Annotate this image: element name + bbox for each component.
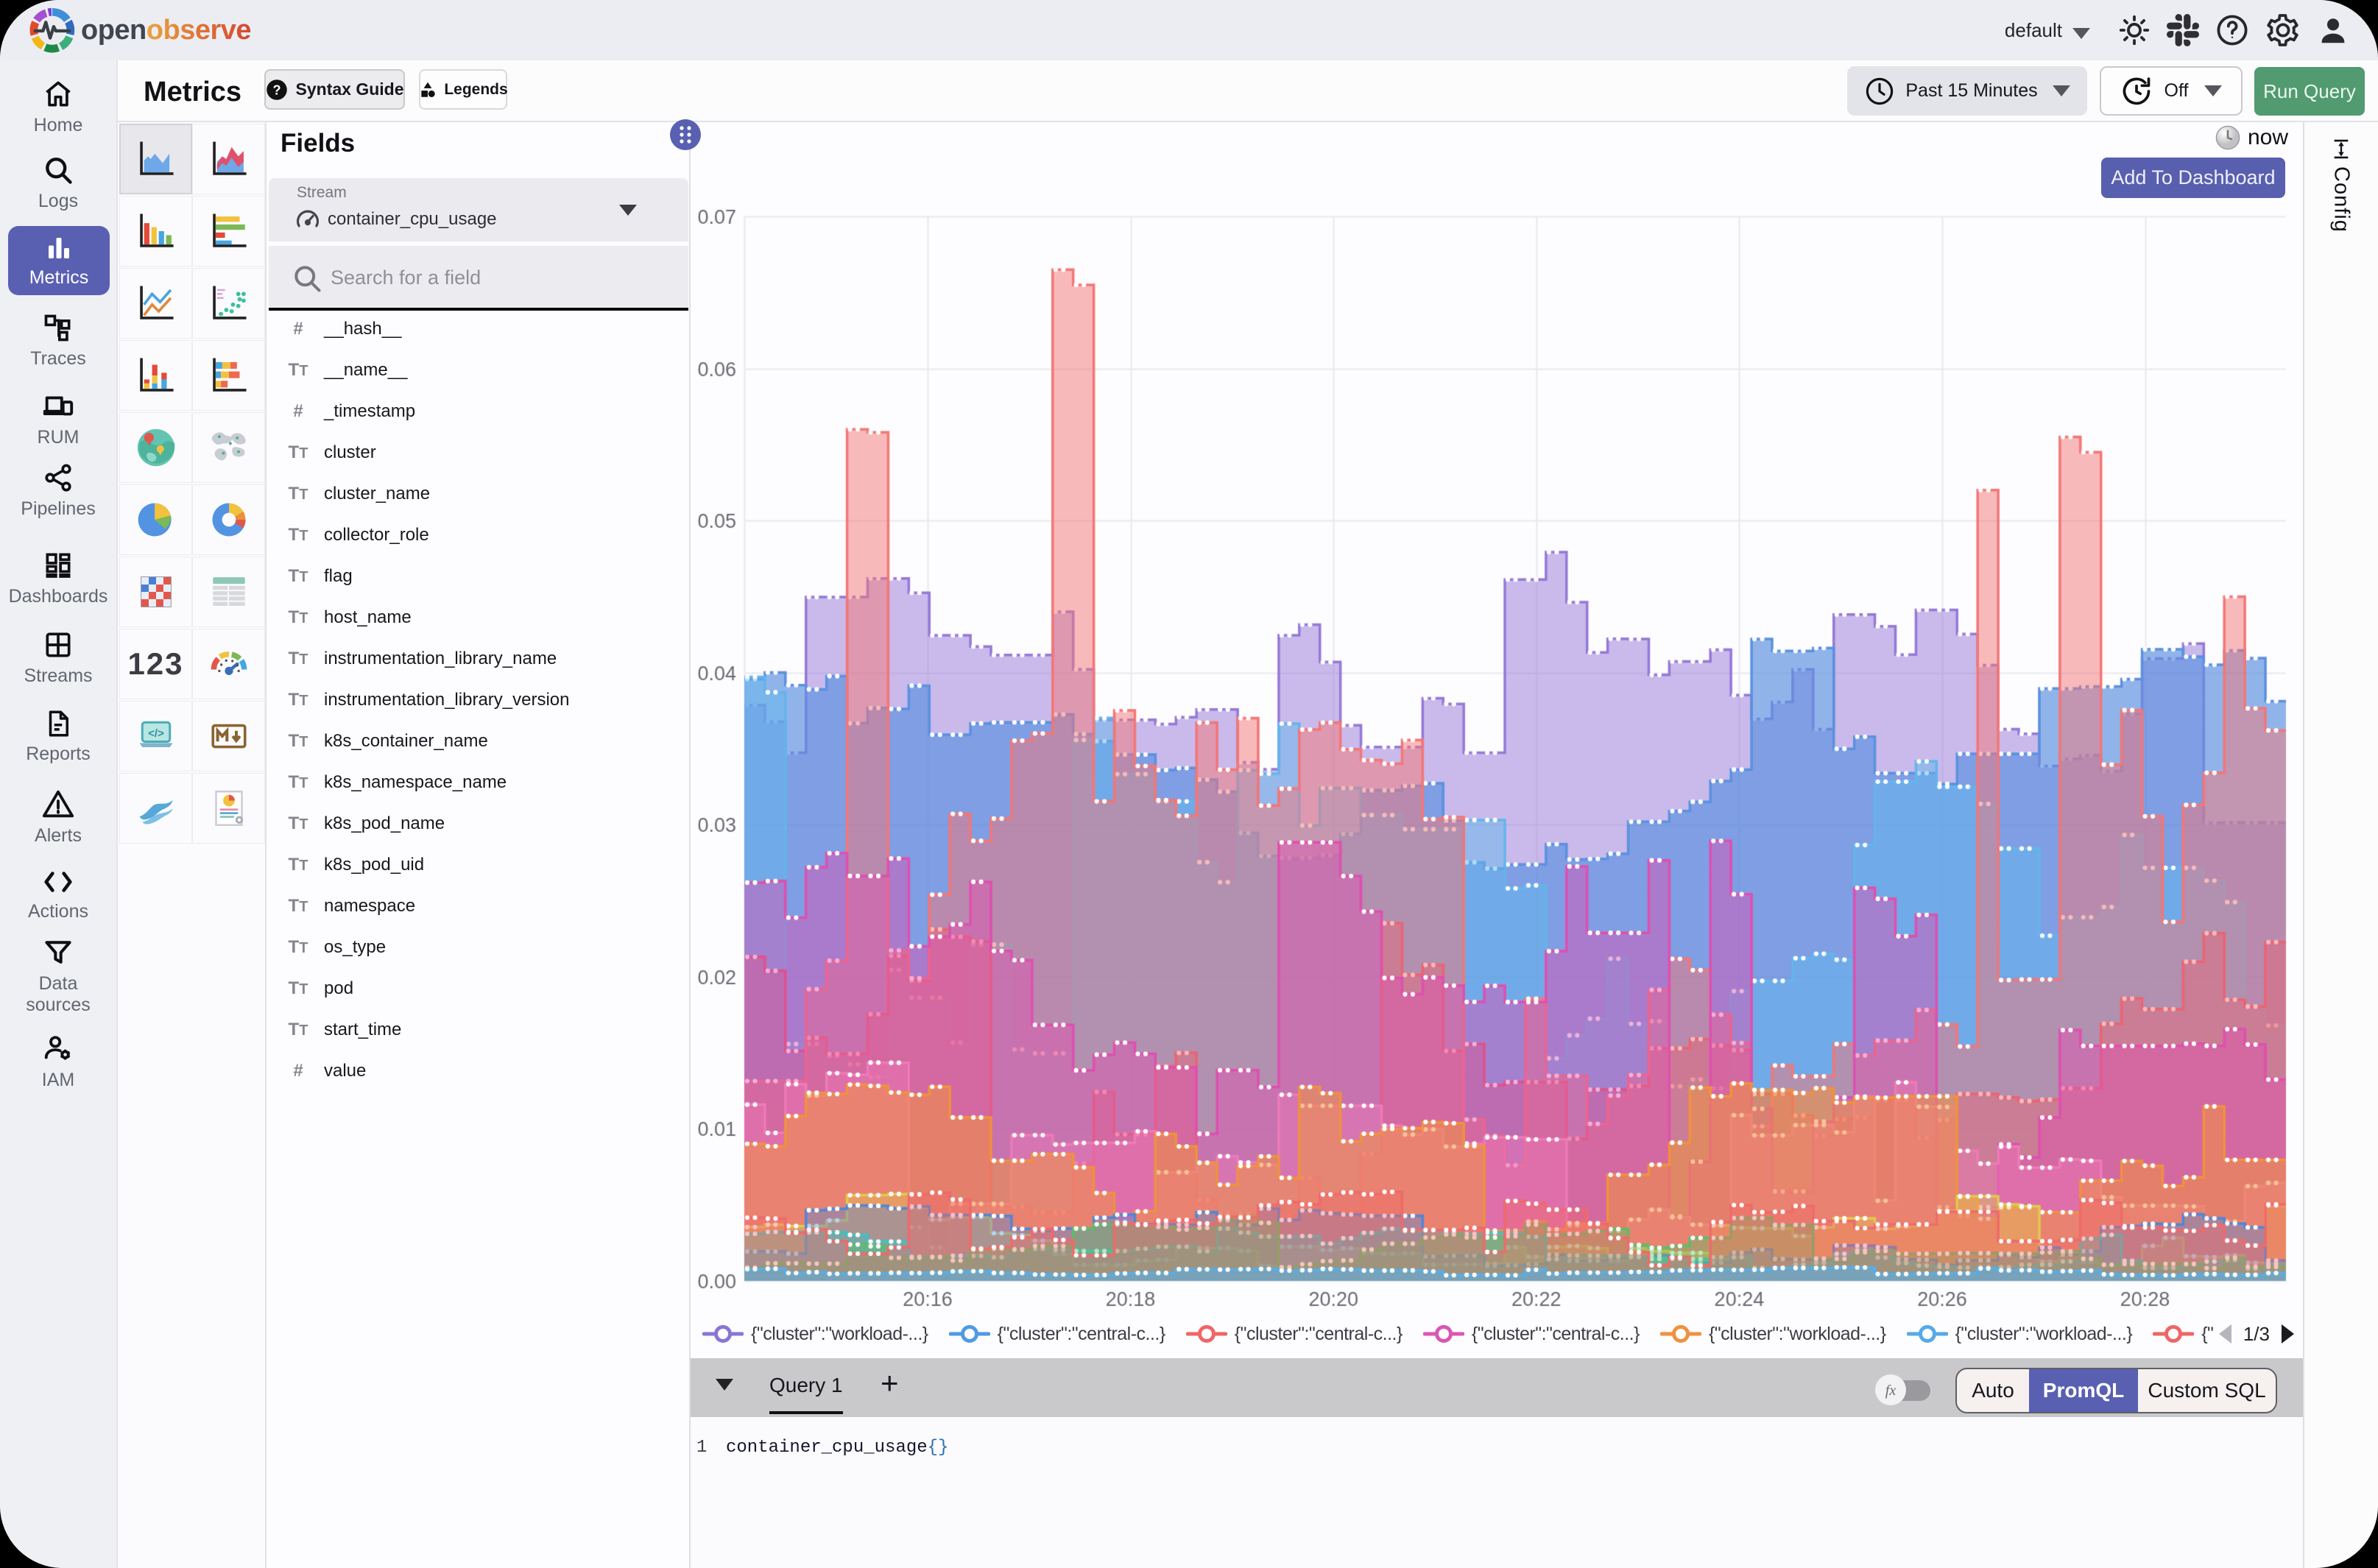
svg-text:</>: </> — [148, 727, 164, 740]
svg-text:?: ? — [272, 82, 281, 97]
svg-text:fx: fx — [1885, 1382, 1897, 1399]
